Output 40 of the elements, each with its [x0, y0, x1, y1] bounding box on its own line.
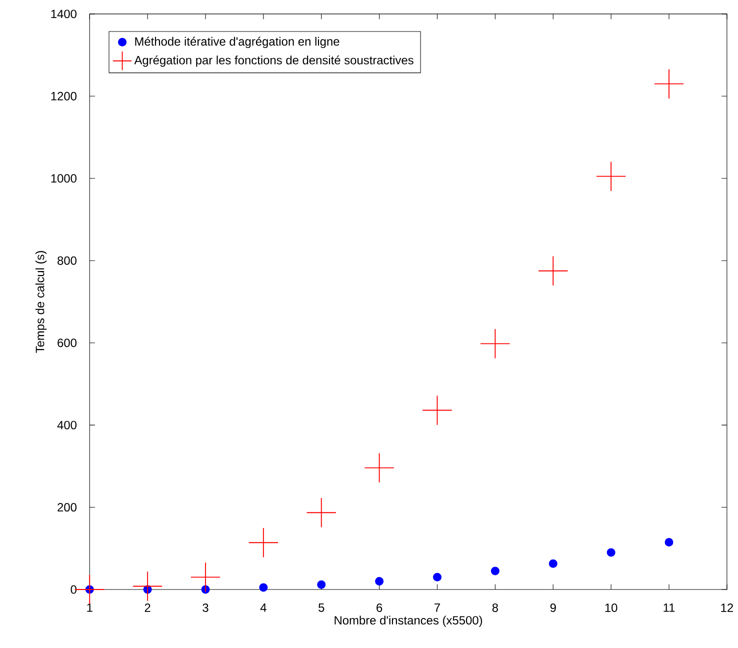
y-tick-label: 1400 [51, 10, 76, 18]
y-tick-label: 400 [57, 420, 76, 430]
x-tick-label: 12 [721, 603, 733, 612]
point [317, 580, 326, 589]
x-tick-label: 1 [87, 603, 92, 612]
legend-label: Méthode itérative d'agrégation en ligne [135, 36, 340, 48]
point [375, 576, 384, 586]
x-tick-label: 9 [550, 603, 556, 612]
point [480, 328, 510, 358]
y-tick-label: 800 [58, 256, 76, 265]
x-tick-label: 11 [664, 603, 675, 612]
point [538, 256, 568, 286]
point [606, 548, 616, 557]
point [190, 562, 220, 592]
y-tick-label: 200 [58, 502, 76, 512]
point [433, 572, 442, 582]
point [306, 498, 336, 528]
point [654, 69, 684, 98]
x-axis-title: Nombre d'instances (x5500) [334, 616, 482, 627]
x-tick-label: 7 [434, 603, 440, 612]
legend-label: Agrégation par les fonctions de densité soustractives [134, 55, 414, 67]
point [548, 559, 558, 568]
point [259, 583, 268, 592]
y-axis-title: Temps de calcul (s) [35, 250, 47, 353]
x-tick-label: 2 [144, 603, 150, 612]
y-tick-label: 1000 [51, 174, 76, 183]
point [248, 528, 278, 558]
point [490, 566, 500, 576]
x-tick-label: 8 [492, 603, 498, 612]
x-tick-label: 10 [605, 603, 618, 612]
x-tick-label: 5 [318, 603, 324, 612]
x-tick-label: 6 [376, 603, 382, 612]
point [364, 453, 394, 482]
y-tick-label: 1200 [51, 92, 76, 100]
x-tick-label: 3 [202, 603, 208, 612]
y-tick-label: 600 [58, 338, 76, 347]
point [596, 162, 626, 191]
x-tick-label: 4 [260, 603, 266, 612]
point [664, 538, 674, 546]
point [75, 574, 104, 604]
